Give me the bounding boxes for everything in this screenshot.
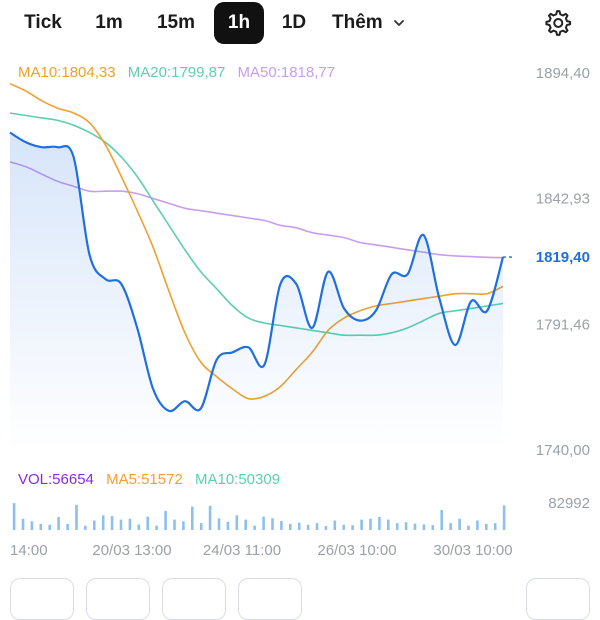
ma20-legend: MA20:1799,87 xyxy=(127,64,226,81)
volume-bar xyxy=(199,523,203,530)
volume-bar xyxy=(280,520,283,530)
timeframe-bar: Tick 1m 15m 1h 1D Thêm xyxy=(0,0,600,46)
chevron-down-icon xyxy=(394,20,404,26)
tab-more[interactable]: Thêm xyxy=(332,2,418,44)
volume-bar xyxy=(39,523,43,530)
volume-bar xyxy=(173,519,176,530)
volume-bar xyxy=(342,524,345,530)
x-tick-label: 14:00 xyxy=(10,542,48,559)
volume-bar xyxy=(476,520,479,530)
volume-bar xyxy=(75,504,78,530)
volume-bar xyxy=(21,518,25,530)
toolbar-button-4[interactable] xyxy=(238,578,302,620)
volume-bar xyxy=(333,520,337,530)
volume-bar xyxy=(502,505,506,530)
volume-bar xyxy=(48,524,51,530)
y-tick-label: 1842,93 xyxy=(536,191,590,208)
tab-1d[interactable]: 1D xyxy=(281,12,307,33)
y-tick-label: 1740,00 xyxy=(536,442,590,459)
volume-bar xyxy=(217,518,221,530)
volume-bar xyxy=(404,522,408,530)
ma-legend: MA10:1804,33 MA20:1799,87 MA50:1818,77 xyxy=(18,64,343,81)
volume-bar xyxy=(191,506,194,530)
volume-bar xyxy=(182,521,185,530)
volume-bar xyxy=(84,525,87,530)
volume-bar xyxy=(137,524,141,530)
volume-bar xyxy=(155,525,158,530)
tab-more-label: Thêm xyxy=(332,12,383,33)
volume-bar xyxy=(208,505,212,530)
price-chart[interactable]: 1894,40 1842,93 1791,46 1740,00 1819,40 82992… xyxy=(0,0,600,600)
vol-ma5-legend: MA5:51572 xyxy=(106,471,183,488)
volume-bar xyxy=(128,518,132,530)
volume-bar xyxy=(235,515,239,530)
tab-1h[interactable]: 1h xyxy=(214,2,264,44)
x-tick-label: 24/03 11:00 xyxy=(203,542,281,559)
toolbar-button-3[interactable] xyxy=(162,578,226,620)
toolbar-button-1[interactable] xyxy=(10,578,74,620)
volume-bar xyxy=(253,525,256,530)
volume-bar xyxy=(271,518,274,530)
volume-bar xyxy=(378,517,381,530)
volume-bar xyxy=(289,523,292,530)
volume-bar xyxy=(146,516,149,530)
toolbar-button-2[interactable] xyxy=(86,578,150,620)
volume-legend: VOL:56654 MA5:51572 MA10:50309 xyxy=(18,471,288,488)
tab-tick[interactable]: Tick xyxy=(24,12,62,33)
y-tick-label: 1894,40 xyxy=(536,65,590,82)
fullscreen-button[interactable] xyxy=(526,578,590,620)
volume-bar xyxy=(387,519,390,530)
volume-bar xyxy=(485,523,488,530)
tab-15m[interactable]: 15m xyxy=(156,12,196,33)
volume-bar xyxy=(93,520,96,530)
volume-bar xyxy=(360,519,363,530)
series-line-price xyxy=(9,131,505,413)
volume-bar xyxy=(493,523,497,530)
x-tick-label: 20/03 13:00 xyxy=(92,542,171,559)
volume-bar xyxy=(458,518,461,530)
x-tick-label: 30/03 10:00 xyxy=(433,542,512,559)
volume-bar xyxy=(119,519,123,530)
volume-bar xyxy=(449,523,452,530)
volume-bar xyxy=(306,524,310,530)
y-tick-label: 1791,46 xyxy=(536,316,590,333)
tab-1m[interactable]: 1m xyxy=(95,12,123,33)
volume-bar xyxy=(66,523,69,530)
volume-bar xyxy=(440,510,443,530)
volume-bar xyxy=(226,521,230,530)
volume-bar xyxy=(110,516,114,530)
volume-bar xyxy=(315,523,319,530)
price-area xyxy=(10,132,503,450)
volume-bar xyxy=(297,522,301,530)
ma50-legend: MA50:1818,77 xyxy=(237,64,336,81)
ma10-legend: MA10:1804,33 xyxy=(18,64,116,81)
volume-bar xyxy=(467,525,470,530)
volume-bar xyxy=(431,525,435,530)
x-tick-label: 26/03 10:00 xyxy=(317,542,396,559)
current-price-label: 1819,40 xyxy=(536,249,590,266)
volume-bar xyxy=(101,515,105,530)
volume-y-tick: 82992 xyxy=(548,495,590,512)
volume-bar xyxy=(57,517,60,530)
volume-bar xyxy=(12,503,16,530)
volume-bar xyxy=(422,524,426,530)
gear-icon[interactable] xyxy=(542,8,572,38)
vol-ma10-legend: MA10:50309 xyxy=(194,471,281,488)
volume-bar xyxy=(244,519,247,530)
volume-bar xyxy=(324,526,328,530)
vol-legend: VOL:56654 xyxy=(18,471,94,488)
volume-bar xyxy=(164,510,167,530)
volume-bar xyxy=(30,521,34,530)
volume-bar xyxy=(262,516,265,530)
volume-bar xyxy=(395,523,399,530)
volume-bar xyxy=(413,523,417,530)
volume-bar xyxy=(369,518,372,530)
volume-bar xyxy=(351,525,354,530)
